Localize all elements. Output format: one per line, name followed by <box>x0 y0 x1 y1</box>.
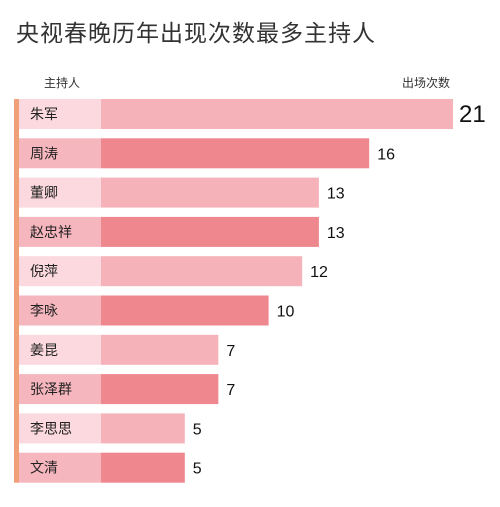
bar <box>101 138 370 169</box>
data-label: 13 <box>327 186 345 203</box>
data-label: 5 <box>193 421 202 438</box>
count-column-header: 出场次数 <box>402 76 451 90</box>
bar <box>101 413 185 444</box>
category-label-bg <box>19 295 101 326</box>
data-label: 5 <box>193 461 202 478</box>
category-label: 李咏 <box>30 303 58 319</box>
bar <box>101 256 303 287</box>
category-label-bg <box>19 99 101 129</box>
data-label: 13 <box>327 225 345 242</box>
bar <box>101 334 219 365</box>
bar <box>101 374 219 405</box>
bar <box>101 177 319 208</box>
category-label-bg <box>19 452 101 483</box>
category-label: 李思思 <box>30 420 72 436</box>
category-label: 周涛 <box>30 145 58 161</box>
host-column-header: 主持人 <box>44 76 81 90</box>
data-label: 10 <box>277 304 295 321</box>
data-label: 7 <box>226 343 235 360</box>
category-label: 赵忠祥 <box>30 224 72 240</box>
category-label: 朱军 <box>30 106 58 122</box>
category-label: 姜昆 <box>30 342 58 358</box>
left-accent-strip <box>14 99 19 483</box>
category-label-bg <box>19 334 101 365</box>
chart-title: 央视春晚历年出现次数最多主持人 <box>16 20 376 46</box>
category-label: 倪萍 <box>30 263 58 279</box>
bar <box>101 216 319 247</box>
category-label-bg <box>19 216 101 247</box>
data-label: 7 <box>226 382 235 399</box>
category-label: 张泽群 <box>30 381 72 397</box>
category-label: 董卿 <box>30 185 58 201</box>
category-label-bg <box>19 413 101 444</box>
category-label-bg <box>19 138 101 169</box>
data-label: 12 <box>310 264 328 281</box>
category-label-bg <box>19 374 101 405</box>
data-label: 21 <box>459 101 486 128</box>
bar <box>101 452 185 483</box>
data-label: 16 <box>377 146 395 163</box>
bar <box>101 295 269 326</box>
bar <box>101 99 453 129</box>
category-label-bg <box>19 177 101 208</box>
category-label-bg <box>19 256 101 287</box>
category-label: 文清 <box>30 460 58 476</box>
